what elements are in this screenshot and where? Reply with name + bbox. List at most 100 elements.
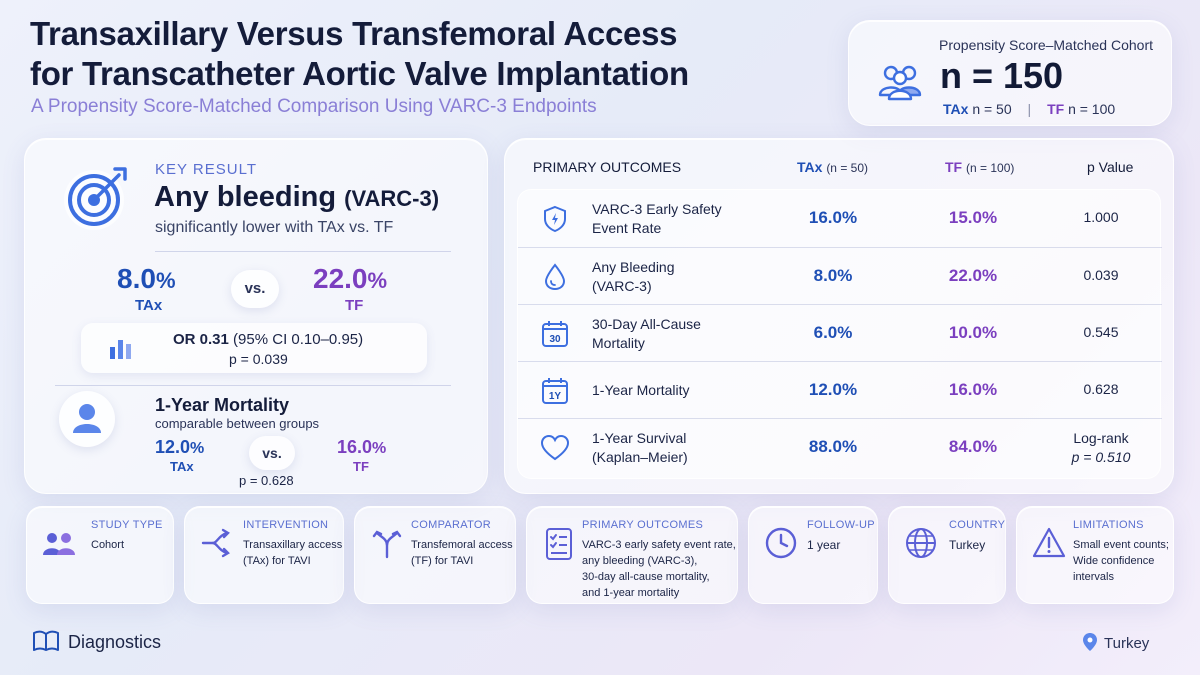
study-type-card: STUDY TYPE Cohort	[26, 506, 174, 604]
bleeding-tax-pct: %	[155, 268, 176, 293]
card-label: PRIMARY OUTCOMES	[582, 519, 704, 531]
card-value-line-1: Small event counts;	[1073, 539, 1169, 551]
key-result-headline: Any bleeding (VARC-3)	[154, 181, 439, 214]
cohort-separator: |	[1027, 101, 1032, 117]
card-value: Turkey	[949, 538, 986, 552]
people-icon	[878, 65, 922, 101]
target-icon	[64, 167, 127, 230]
row-tax-value: 16.0%	[808, 208, 858, 227]
cohort-card: Propensity Score–Matched Cohort n = 150 …	[848, 20, 1172, 126]
row-tf-value: 15.0%	[948, 208, 998, 227]
mortality-subtext: comparable between groups	[155, 416, 320, 431]
limitations-card: LIMITATIONS Small event counts; Wide con…	[1016, 506, 1174, 604]
mortality-p: p = 0.628	[239, 473, 294, 488]
table-body: VARC-3 Early Safety Event Rate 16.0% 15.…	[517, 189, 1162, 479]
book-icon	[33, 630, 59, 651]
card-value: 1 year	[807, 538, 841, 552]
row-p-value: 0.545	[1083, 324, 1119, 340]
row-label: 30-Day All-Cause Mortality	[592, 315, 762, 353]
row-label: 1-Year Survival (Kaplan–Meier)	[592, 429, 762, 467]
country-card: COUNTRY Turkey	[888, 506, 1006, 604]
bleeding-tax-value: 8.0%	[117, 263, 176, 295]
calendar-30-icon-text: 30	[549, 334, 561, 345]
card-label: INTERVENTION	[243, 519, 329, 531]
mortality-tf-pct: %	[372, 440, 387, 457]
card-value-line-2: Wide confidence	[1073, 555, 1155, 567]
bleeding-tax-number: 8.0	[117, 263, 156, 294]
row-label-line-1: 30-Day All-Cause	[592, 316, 701, 332]
cohort-total: n = 150	[940, 55, 1064, 96]
calendar-30-icon: 30	[542, 321, 568, 347]
card-label: STUDY TYPE	[91, 519, 163, 531]
table-row: 30 30-Day All-Cause Mortality 6.0% 10.0%…	[518, 304, 1162, 361]
mortality-vs-badge: vs.	[249, 436, 295, 470]
location-pin-icon	[1083, 633, 1097, 651]
vs-badge: vs.	[231, 270, 279, 308]
card-value-line-2: (TF) for TAVI	[411, 555, 474, 567]
clock-icon	[765, 527, 797, 559]
card-value-line-2: (TAx) for TAVI	[243, 555, 311, 567]
card-value-line-2: any bleeding (VARC-3),	[582, 555, 698, 567]
comparator-card: COMPARATOR Transfemoral access (TF) for …	[354, 506, 516, 604]
col-header-p: p Value	[1087, 159, 1134, 175]
card-value-line-1: Transfemoral access	[411, 539, 513, 551]
odds-ratio-text: OR 0.31 (95% CI 0.10–0.95)	[173, 331, 363, 348]
calendar-1y-icon-text: 1Y	[549, 391, 562, 402]
row-label-line-2: Mortality	[592, 335, 645, 351]
card-value-line-1: VARC-3 early safety event rate,	[582, 539, 736, 551]
footer-location: Turkey	[1082, 632, 1149, 652]
row-label: 1-Year Mortality	[592, 382, 690, 398]
cohort-tax-n: n = 50	[972, 101, 1012, 117]
row-label-line-1: Any Bleeding	[592, 259, 675, 275]
row-label-line-1: VARC-3 Early Safety	[592, 201, 722, 217]
mortality-tax-pct: %	[190, 440, 205, 457]
row-p-line-1: Log-rank	[1073, 430, 1129, 446]
card-value: Transfemoral access (TF) for TAVI	[411, 537, 513, 569]
row-label-line-2: Event Rate	[592, 220, 662, 236]
row-label: VARC-3 Early Safety Event Rate	[592, 200, 762, 238]
table-title: PRIMARY OUTCOMES	[533, 159, 682, 175]
people-icon	[43, 533, 75, 555]
table-row: 1Y 1-Year Mortality 12.0% 16.0% 0.628	[518, 361, 1162, 418]
card-label: COMPARATOR	[411, 519, 492, 531]
row-p-value: 0.628	[1083, 381, 1119, 397]
mortality-tax-label: TAx	[170, 459, 194, 474]
row-tf-value: 16.0%	[948, 380, 998, 399]
card-label: FOLLOW-UP	[807, 519, 875, 531]
cohort-tf-n: n = 100	[1068, 101, 1116, 117]
cohort-label: Propensity Score–Matched Cohort	[939, 37, 1153, 53]
primary-outcomes-table: PRIMARY OUTCOMES TAx (n = 50) TF (n = 10…	[504, 138, 1174, 494]
row-label: Any Bleeding (VARC-3)	[592, 258, 762, 296]
card-value: Transaxillary access (TAx) for TAVI	[243, 537, 342, 569]
heart-icon	[540, 434, 570, 461]
checklist-icon	[546, 528, 572, 560]
footer-location-text: Turkey	[1104, 635, 1150, 652]
card-value-line-3: intervals	[1073, 571, 1114, 583]
odds-ratio-ci: (95% CI 0.10–0.95)	[233, 331, 364, 348]
col-header-tax-label: TAx	[797, 159, 823, 175]
card-label: LIMITATIONS	[1073, 519, 1144, 531]
bleeding-tf-number: 22.0	[313, 263, 368, 294]
follow-up-card: FOLLOW-UP 1 year	[748, 506, 878, 604]
card-value: Small event counts; Wide confidence inte…	[1073, 537, 1169, 585]
title-line-2: for Transcatheter Aortic Valve Implantat…	[30, 55, 689, 92]
card-value-line-3: 30-day all-cause mortality,	[582, 571, 710, 583]
odds-ratio-box: OR 0.31 (95% CI 0.10–0.95) p = 0.039	[81, 323, 427, 373]
merge-icon	[372, 530, 402, 559]
col-header-tf: TF (n = 100)	[945, 159, 1014, 175]
title-line-1: Transaxillary Versus Transfemoral Access	[30, 15, 678, 52]
footer-category: Diagnostics	[32, 630, 161, 653]
mortality-tf-value: 16.0%	[337, 437, 386, 458]
card-value-line-1: Transaxillary access	[243, 539, 343, 551]
row-tax-value: 8.0%	[813, 266, 853, 285]
cohort-tax-label: TAx	[943, 101, 969, 117]
branch-icon	[201, 528, 230, 558]
bleeding-tf-label: TF	[345, 297, 364, 314]
col-header-tf-n: (n = 100)	[966, 161, 1015, 175]
drop-icon	[544, 263, 566, 291]
bleeding-tax-label: TAx	[135, 297, 163, 314]
row-p-line-2-text: p = 0.510	[1071, 449, 1131, 465]
odds-ratio-value: OR 0.31	[173, 331, 229, 348]
mortality-tax-value: 12.0%	[155, 437, 204, 458]
table-row: Any Bleeding (VARC-3) 8.0% 22.0% 0.039	[518, 247, 1162, 304]
